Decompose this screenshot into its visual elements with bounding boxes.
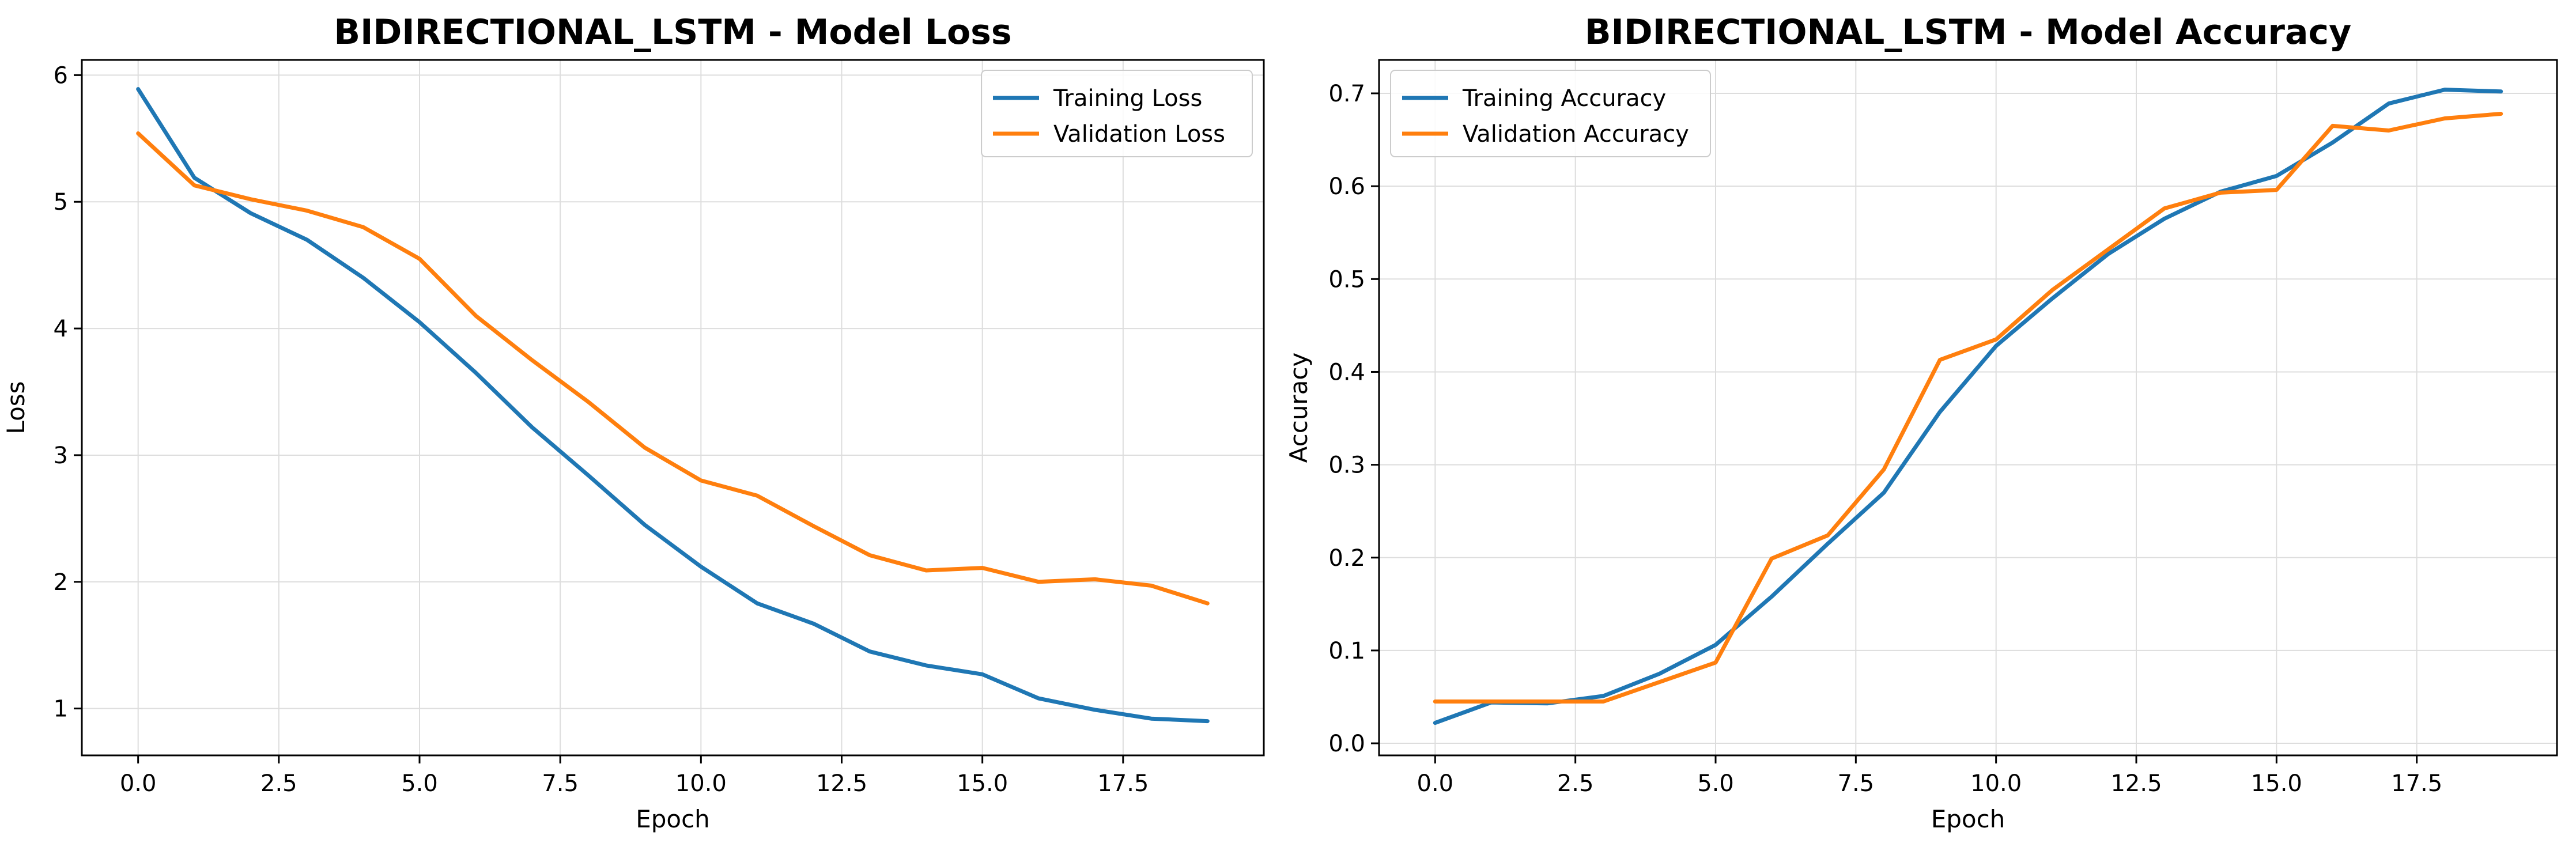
- y-tick-label: 0.7: [1328, 81, 1365, 107]
- legend-box: [1390, 70, 1711, 157]
- x-tick-label: 7.5: [542, 770, 579, 797]
- grid: [1379, 60, 2557, 755]
- x-tick-label: 15.0: [957, 770, 1008, 797]
- x-axis-label: Epoch: [636, 805, 710, 833]
- y-tick-label: 0.2: [1328, 545, 1365, 572]
- legend-label-2: Validation Accuracy: [1463, 121, 1689, 148]
- series-line-2: [136, 131, 1210, 606]
- series-line-1: [136, 87, 1210, 724]
- x-axis-label: Epoch: [1931, 805, 2005, 833]
- x-tick-label: 5.0: [1697, 770, 1734, 797]
- legend: Training Loss Validation Loss: [981, 70, 1253, 157]
- chart-title: BIDIRECTIONAL_LSTM - Model Loss: [334, 12, 1011, 52]
- series-line-2: [1433, 112, 2503, 704]
- axes-frame: [81, 59, 1265, 757]
- grid: [82, 60, 1264, 755]
- y-tick-label: 6: [54, 62, 68, 89]
- y-tick-label: 0.3: [1328, 452, 1365, 479]
- x-tick-label: 0.0: [120, 770, 157, 797]
- y-axis-label: Loss: [2, 381, 30, 434]
- x-tick-label: 0.0: [1417, 770, 1454, 797]
- y-tick-label: 0.0: [1328, 731, 1365, 757]
- x-tick-label: 2.5: [260, 770, 297, 797]
- y-tick-label: 2: [54, 569, 68, 596]
- chart-panel-2: 0.0 2.5 5.0 7.5 10.0 12.5 15.0 17.5 0.0 0.1 0.2 0.3…: [1285, 12, 2558, 833]
- chart-title: BIDIRECTIONAL_LSTM - Model Accuracy: [1585, 12, 2351, 52]
- y-tick-label: 1: [54, 696, 68, 723]
- y-tick-label: 0.5: [1328, 266, 1365, 293]
- x-tick-label: 12.5: [816, 770, 867, 797]
- x-tick-label: 2.5: [1557, 770, 1594, 797]
- x-tick-label: 17.5: [2391, 770, 2442, 797]
- legend-label-2: Validation Loss: [1053, 121, 1225, 148]
- x-tick-label: 12.5: [2110, 770, 2162, 797]
- series-line-1: [1433, 88, 2503, 725]
- x-tick-label: 10.0: [1970, 770, 2022, 797]
- legend-box: [981, 70, 1253, 157]
- chart-panel-1: 0.0 2.5 5.0 7.5 10.0 12.5 15.0 17.5 1 2 3 4 5 6 BIDIRE…: [2, 12, 1265, 833]
- x-tick-label: 15.0: [2251, 770, 2302, 797]
- x-tick-label: 17.5: [1097, 770, 1149, 797]
- y-tick-label: 0.1: [1328, 638, 1365, 664]
- legend-label-1: Training Accuracy: [1462, 85, 1666, 112]
- y-axis-label: Accuracy: [1285, 353, 1313, 463]
- legend-label-1: Training Loss: [1053, 85, 1202, 112]
- y-tick-label: 0.4: [1328, 359, 1365, 385]
- y-tick-label: 5: [54, 189, 68, 215]
- y-tick-label: 4: [54, 316, 68, 342]
- y-tick-label: 3: [54, 443, 68, 469]
- x-tick-label: 5.0: [401, 770, 438, 797]
- x-tick-label: 10.0: [675, 770, 727, 797]
- x-tick-label: 7.5: [1838, 770, 1875, 797]
- legend: Training Accuracy Validation Accuracy: [1390, 70, 1711, 157]
- y-tick-label: 0.6: [1328, 173, 1365, 200]
- axes-frame: [1378, 59, 2558, 757]
